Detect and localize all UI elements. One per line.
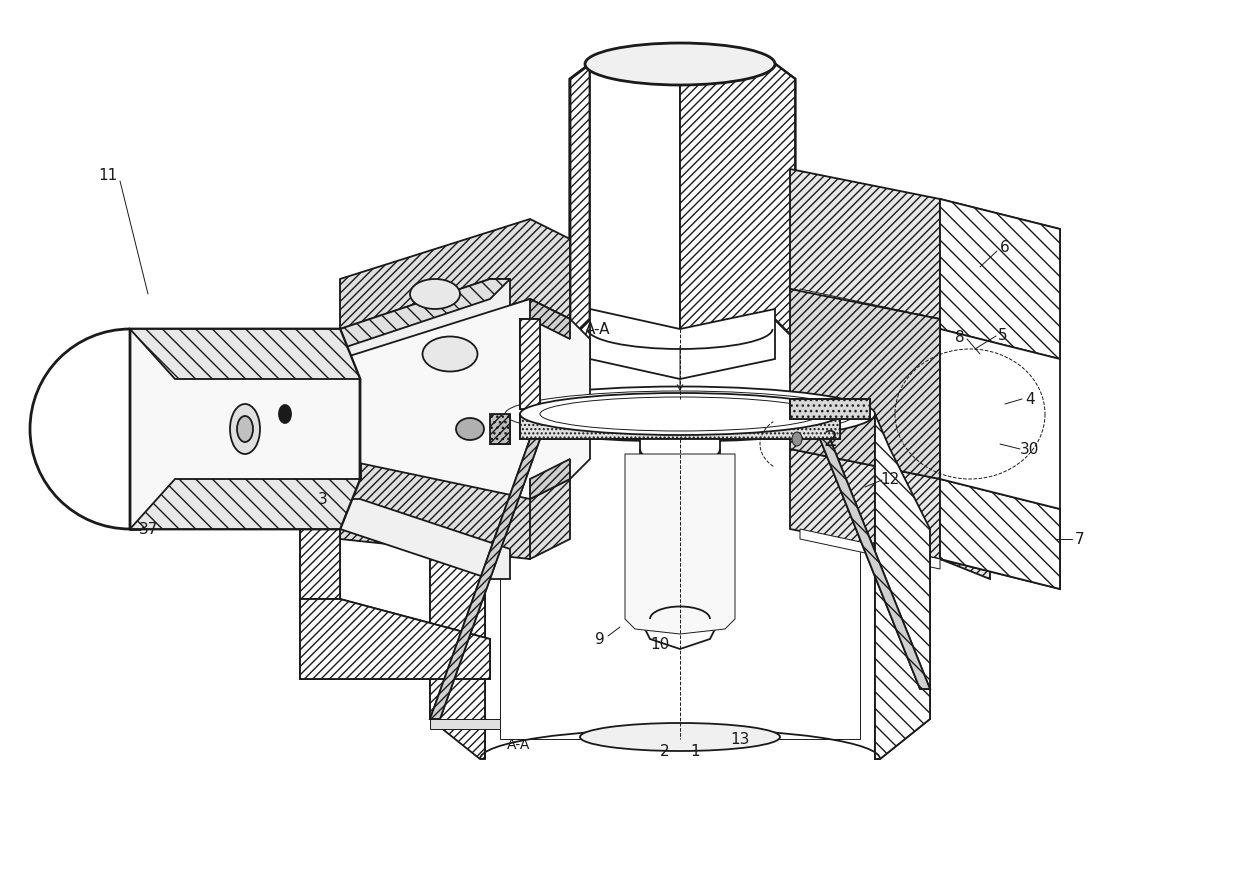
Ellipse shape <box>580 723 780 751</box>
Ellipse shape <box>237 416 253 442</box>
Polygon shape <box>800 290 940 330</box>
Polygon shape <box>300 599 490 680</box>
Ellipse shape <box>229 405 260 455</box>
Polygon shape <box>300 479 340 599</box>
Polygon shape <box>875 415 930 759</box>
Polygon shape <box>790 400 870 420</box>
Ellipse shape <box>279 406 291 424</box>
Polygon shape <box>520 415 839 439</box>
Polygon shape <box>340 500 510 579</box>
Polygon shape <box>875 415 930 759</box>
Text: A-A: A-A <box>507 737 529 751</box>
Text: 7: 7 <box>1075 532 1085 547</box>
Polygon shape <box>790 400 870 420</box>
Polygon shape <box>430 439 539 719</box>
Polygon shape <box>940 479 1060 589</box>
Text: 30: 30 <box>1021 442 1039 457</box>
Text: 10: 10 <box>650 637 670 652</box>
Text: 13: 13 <box>730 732 750 747</box>
Text: 8: 8 <box>955 329 965 344</box>
Polygon shape <box>610 439 720 649</box>
Polygon shape <box>340 280 510 360</box>
Polygon shape <box>790 290 940 479</box>
Text: 6: 6 <box>1001 240 1009 255</box>
Polygon shape <box>430 719 500 729</box>
Polygon shape <box>529 299 570 339</box>
Text: 12: 12 <box>880 472 900 487</box>
Polygon shape <box>500 415 861 739</box>
Polygon shape <box>340 439 570 559</box>
Polygon shape <box>940 479 1060 589</box>
Polygon shape <box>520 320 539 409</box>
Ellipse shape <box>585 44 775 86</box>
Polygon shape <box>590 309 775 379</box>
Polygon shape <box>340 280 510 350</box>
Ellipse shape <box>505 392 856 438</box>
Polygon shape <box>175 379 360 479</box>
Polygon shape <box>490 415 510 445</box>
Text: A-A: A-A <box>584 323 610 337</box>
Polygon shape <box>940 199 1060 360</box>
Polygon shape <box>590 65 680 339</box>
Ellipse shape <box>485 387 875 442</box>
Polygon shape <box>800 530 940 570</box>
Ellipse shape <box>423 337 477 372</box>
Polygon shape <box>130 330 360 379</box>
Polygon shape <box>570 65 590 339</box>
Polygon shape <box>300 599 490 680</box>
Ellipse shape <box>520 393 839 436</box>
Text: 2: 2 <box>823 430 837 449</box>
Polygon shape <box>775 65 795 339</box>
Text: 4: 4 <box>1025 392 1035 407</box>
Text: 3: 3 <box>319 492 327 507</box>
Text: 1: 1 <box>691 743 699 758</box>
Polygon shape <box>430 439 539 719</box>
Polygon shape <box>820 439 930 689</box>
Polygon shape <box>820 439 930 689</box>
Polygon shape <box>430 415 485 759</box>
Polygon shape <box>790 170 990 339</box>
Polygon shape <box>940 199 1060 360</box>
Ellipse shape <box>456 418 484 440</box>
Polygon shape <box>940 330 1060 509</box>
Ellipse shape <box>410 280 460 309</box>
Polygon shape <box>625 455 735 634</box>
Polygon shape <box>520 320 539 409</box>
Polygon shape <box>340 299 590 500</box>
Polygon shape <box>680 65 795 339</box>
Polygon shape <box>340 220 570 360</box>
Polygon shape <box>520 415 839 439</box>
Text: 37: 37 <box>139 522 157 537</box>
Polygon shape <box>175 379 360 439</box>
Polygon shape <box>490 415 510 445</box>
Text: 11: 11 <box>98 167 118 183</box>
Polygon shape <box>775 65 795 339</box>
Text: 2: 2 <box>660 743 670 758</box>
Polygon shape <box>529 460 570 500</box>
Ellipse shape <box>792 432 802 447</box>
Polygon shape <box>300 479 340 599</box>
Polygon shape <box>790 449 990 579</box>
Polygon shape <box>130 330 360 530</box>
Ellipse shape <box>539 398 820 431</box>
Polygon shape <box>340 460 529 559</box>
Polygon shape <box>680 65 795 339</box>
Polygon shape <box>430 415 485 759</box>
Text: 5: 5 <box>998 327 1008 342</box>
Polygon shape <box>130 479 360 530</box>
Text: 9: 9 <box>595 632 605 647</box>
Polygon shape <box>570 65 590 339</box>
